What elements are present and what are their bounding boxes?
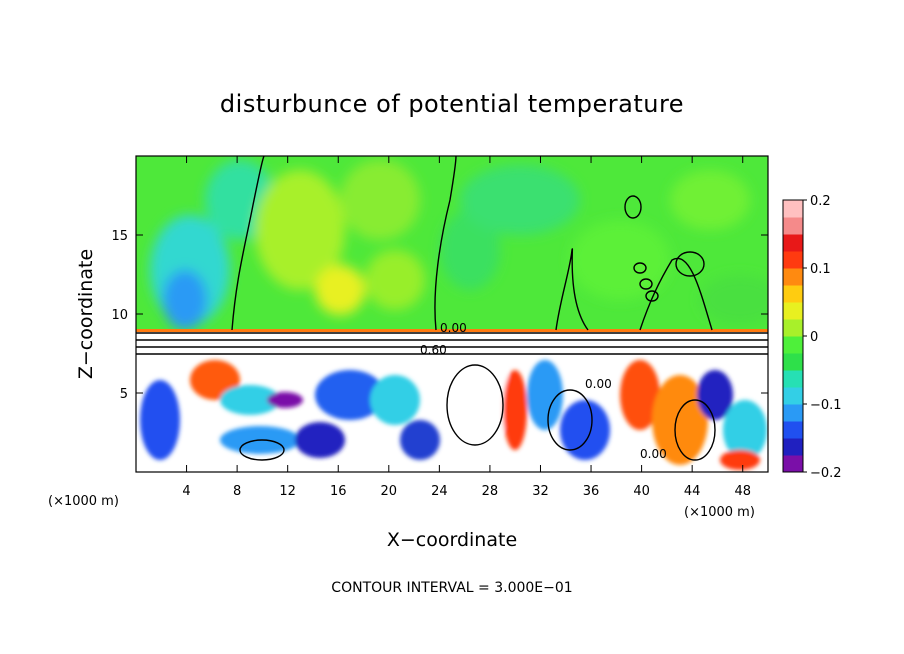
colorbar-swatch	[783, 421, 803, 439]
x-tick-label: 44	[684, 484, 701, 499]
x-tick-label: 8	[233, 484, 241, 499]
heatmap-field	[136, 156, 768, 472]
inversion-line	[136, 329, 768, 332]
x-tick-label: 16	[330, 484, 347, 499]
x-axis-ticks: 4 8 12 16 20 24 28 32 36 40 44 48	[182, 156, 751, 499]
colorbar-swatch	[783, 387, 803, 405]
contour-interval-note: CONTOUR INTERVAL = 3.000E−01	[331, 580, 572, 596]
x-tick-label: 24	[431, 484, 448, 499]
colorbar-swatch	[783, 370, 803, 388]
chart-title: disturbunce of potential temperature	[220, 90, 684, 118]
x-tick-label: 28	[482, 484, 499, 499]
colorbar-swatch	[783, 268, 803, 286]
colorbar-tick-label: 0.2	[810, 194, 831, 209]
x-tick-label: 36	[583, 484, 600, 499]
y-axis-label: Z−coordinate	[75, 249, 97, 379]
x-tick-label: 40	[633, 484, 650, 499]
colorbar	[782, 199, 804, 473]
colorbar-swatch	[783, 336, 803, 354]
y-axis-ticks: 5 10 15	[111, 229, 768, 402]
contour-label: 0.60	[420, 343, 447, 357]
colorbar-tick-label: −0.2	[810, 466, 842, 481]
x-tick-label: 12	[279, 484, 296, 499]
colorbar-swatch	[783, 455, 803, 473]
colorbar-tick-label: 0	[810, 330, 818, 345]
contour-lines	[136, 156, 768, 461]
x-tick-label: 32	[532, 484, 549, 499]
contour-label: 0.00	[440, 321, 467, 335]
y-tick-label: 15	[111, 229, 128, 244]
x-unit-label: (×1000 m)	[684, 505, 755, 520]
colorbar-tick-label: −0.1	[810, 398, 842, 413]
upper-layer-variation	[150, 160, 768, 330]
colorbar-swatch	[783, 302, 803, 320]
x-tick-label: 4	[182, 484, 190, 499]
x-tick-label: 48	[734, 484, 751, 499]
colorbar-swatch	[783, 251, 803, 269]
colorbar-swatch	[783, 438, 803, 456]
x-tick-label: 20	[381, 484, 398, 499]
z-unit-label: (×1000 m)	[48, 494, 119, 509]
colorbar-tick-label: 0.1	[810, 262, 831, 277]
colorbar-ticks: 0.2 0.1 0 −0.1 −0.2	[803, 194, 842, 481]
colorbar-swatch	[783, 404, 803, 422]
contour-label: 0.00	[585, 377, 612, 391]
colorbar-swatch	[783, 200, 803, 218]
y-tick-label: 10	[111, 308, 128, 323]
colorbar-swatch	[783, 353, 803, 371]
colorbar-swatch	[783, 319, 803, 337]
inversion-band	[136, 332, 768, 354]
colorbar-swatch	[783, 217, 803, 235]
colorbar-swatch	[783, 285, 803, 303]
lower-layer-eddies	[140, 360, 767, 470]
x-axis-label: X−coordinate	[387, 529, 517, 551]
contour-label: 0.00	[640, 447, 667, 461]
y-tick-label: 5	[120, 387, 128, 402]
colorbar-swatch	[783, 234, 803, 252]
